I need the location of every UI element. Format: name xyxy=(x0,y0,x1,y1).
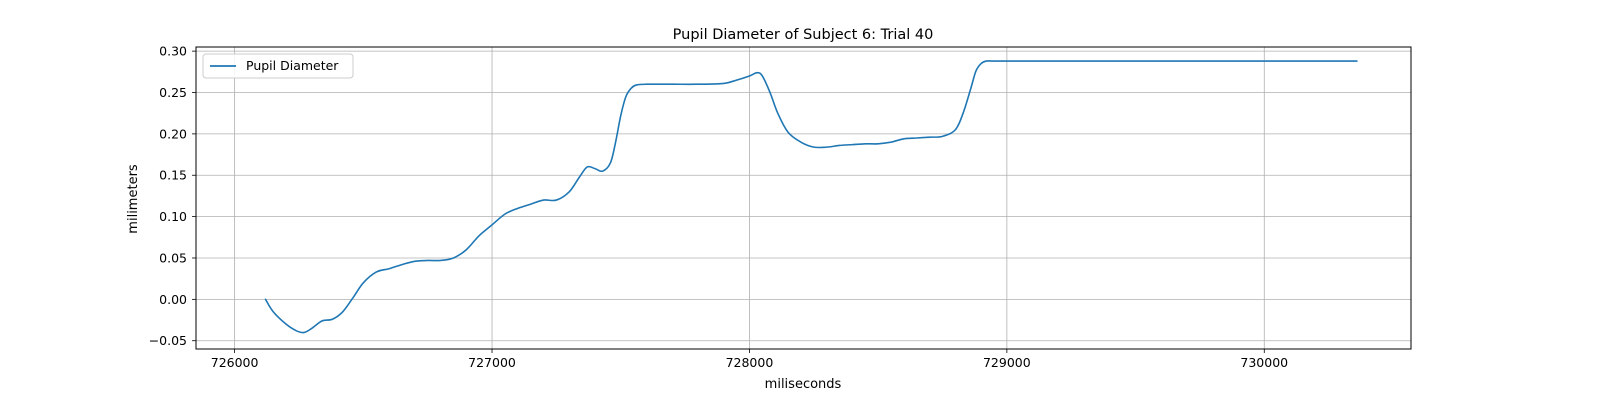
y-tick-label: 0.25 xyxy=(159,85,187,100)
ticks: 726000 727000 728000 729000 730000 −0.05 0.00 0… xyxy=(149,44,1288,370)
y-tick-label: 0.10 xyxy=(159,209,187,224)
y-tick-label: −0.05 xyxy=(149,333,187,348)
legend: Pupil Diameter xyxy=(202,53,354,79)
x-tick-label: 730000 xyxy=(1240,355,1288,370)
series-line-pupil-diameter xyxy=(264,60,1358,334)
y-axis-label: milimeters xyxy=(126,164,141,234)
x-tick-label: 727000 xyxy=(468,355,516,370)
legend-label: Pupil Diameter xyxy=(246,58,339,73)
series-layer xyxy=(264,60,1358,334)
x-tick-label: 728000 xyxy=(726,355,774,370)
y-tick-label: 0.00 xyxy=(159,292,187,307)
y-tick-label: 0.20 xyxy=(159,126,187,141)
y-tick-label: 0.30 xyxy=(159,44,187,59)
chart-title: Pupil Diameter of Subject 6: Trial 40 xyxy=(673,27,934,43)
y-tick-label: 0.05 xyxy=(159,250,187,265)
x-tick-label: 729000 xyxy=(983,355,1031,370)
grid xyxy=(196,47,1411,349)
y-tick-label: 0.15 xyxy=(159,168,187,183)
x-axis-label: miliseconds xyxy=(765,377,842,392)
legend-box xyxy=(202,53,354,79)
x-tick-label: 726000 xyxy=(211,355,259,370)
plot-frame xyxy=(195,46,1412,350)
